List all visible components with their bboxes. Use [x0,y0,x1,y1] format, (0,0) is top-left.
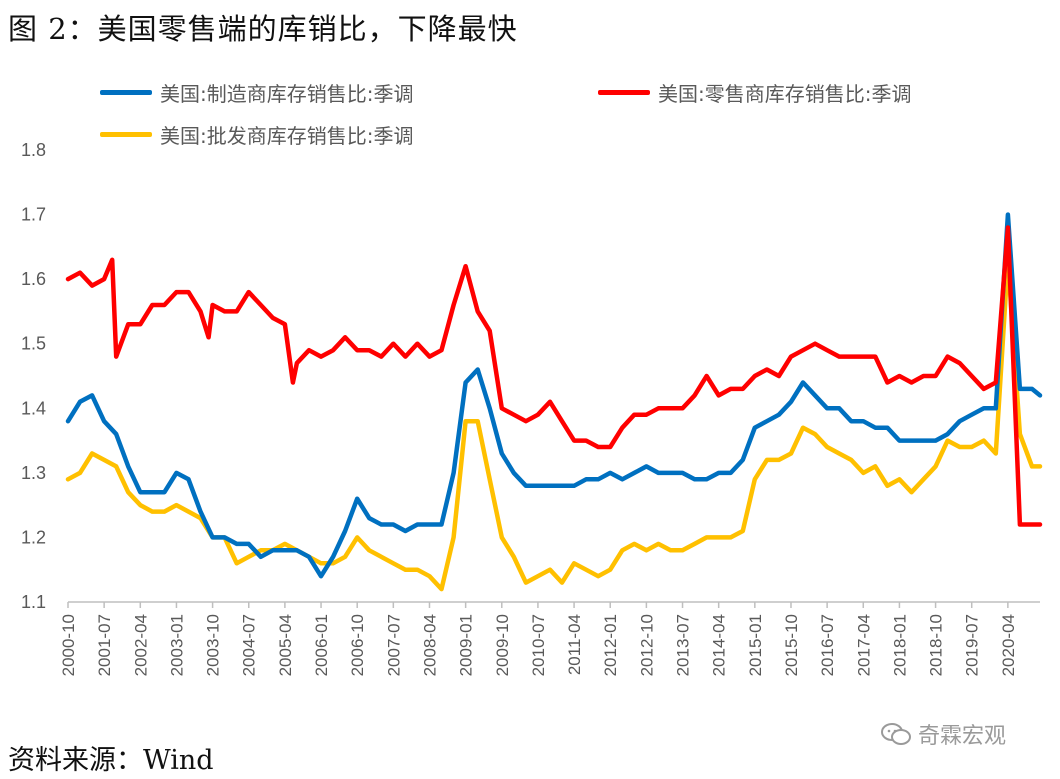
legend-label-wholesale: 美国:批发商库存销售比:季调 [160,124,414,148]
x-tick-label: 2003-10 [204,614,223,676]
x-tick-label: 2013-07 [674,614,693,676]
x-tick-label: 2007-07 [384,614,403,676]
x-tick-label: 2019-07 [963,614,982,676]
source-note: 资料来源：Wind [8,745,214,776]
y-tick-label: 1.7 [21,205,46,225]
x-tick-label: 2012-10 [637,614,656,676]
x-tick-label: 2018-10 [927,614,946,676]
y-tick-label: 1.4 [21,398,46,418]
x-tick-label: 2009-10 [493,614,512,676]
series-line-wholesale [65,257,1043,592]
legend-label-retail: 美国:零售商库存销售比:季调 [658,82,912,106]
legend-item-wholesale: 美国:批发商库存销售比:季调 [100,120,413,149]
x-tick-label: 2011-04 [565,614,584,675]
series-lines [65,212,1043,592]
y-tick-label: 1.2 [21,527,46,547]
legend-swatch-manufacturing [100,90,152,95]
y-tick-label: 1.3 [21,463,46,483]
series-line-manufacturing [65,212,1043,579]
x-tick-label: 2012-01 [601,614,620,676]
legend-item-manufacturing: 美国:制造商库存销售比:季调 [100,78,413,107]
y-axis: 1.1 1.2 1.3 1.4 1.5 1.6 1.7 1.8 [21,140,46,612]
x-tick-label: 2006-01 [312,614,331,676]
x-tick-label: 2002-04 [131,614,150,676]
watermark: 奇霖宏观 [880,718,1006,750]
figure-title: 图 2：美国零售端的库销比，下降最快 [8,12,518,46]
x-tick-label: 2014-04 [710,614,729,676]
series-line-retail [65,225,1043,527]
y-tick-label: 1.8 [21,140,46,160]
y-tick-label: 1.6 [21,269,46,289]
wechat-icon [881,723,911,745]
x-tick-label: 2008-04 [420,614,439,676]
y-tick-label: 1.5 [21,334,46,354]
x-tick-label: 2005-04 [276,614,295,676]
x-tick-label: 2018-01 [890,614,909,676]
x-tick-label: 2006-10 [348,614,367,676]
x-tick-label: 2009-01 [457,614,476,676]
x-tick-label: 2001-07 [95,614,114,676]
x-tick-label: 2004-07 [240,614,259,676]
x-tick-label: 2003-01 [167,614,186,676]
legend-label-manufacturing: 美国:制造商库存销售比:季调 [160,82,414,106]
x-tick-label: 2015-01 [746,614,765,676]
y-tick-label: 1.1 [21,592,46,612]
x-tick-label: 2000-10 [59,614,78,676]
x-tick-label: 2020-04 [999,614,1018,676]
legend-item-retail: 美国:零售商库存销售比:季调 [598,78,911,107]
x-tick-label: 2010-07 [529,614,548,676]
legend-swatch-wholesale [100,132,152,137]
watermark-text: 奇霖宏观 [918,724,1007,749]
x-tick-label: 2017-04 [854,614,873,676]
x-tick-label: 2016-07 [818,614,837,676]
legend-swatch-retail [598,90,650,95]
x-axis: 2000-10 2001-07 2002-04 2003-01 2003-10 2004-… [59,601,1040,676]
x-tick-label: 2015-10 [782,614,801,676]
